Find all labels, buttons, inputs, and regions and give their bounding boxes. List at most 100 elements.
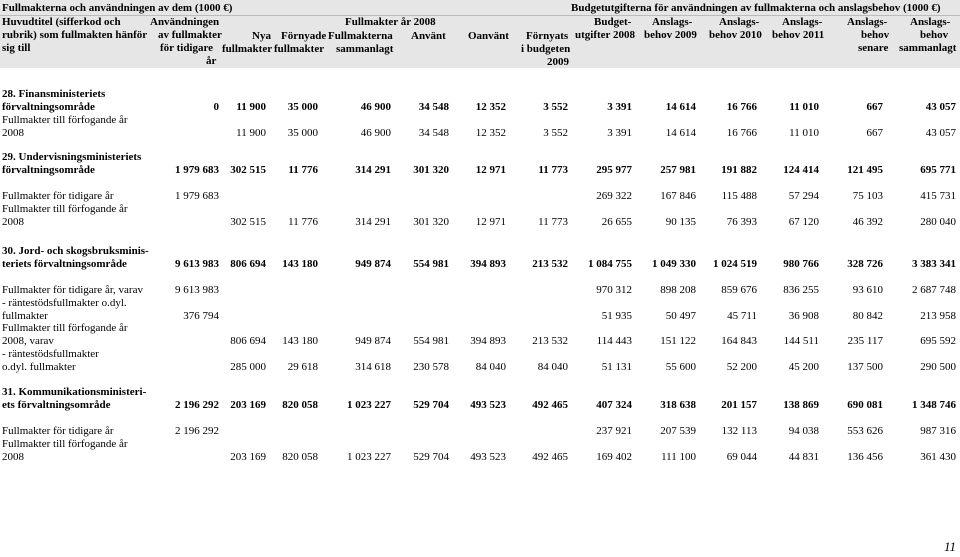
row-label-line-1: Fullmakter till förfogande år: [2, 438, 128, 450]
col-renewbud-label-2: i budgeten: [521, 43, 571, 55]
row-value-cell: 11 010: [789, 101, 819, 113]
row-value-cell: 11 776: [288, 164, 318, 176]
row-value-cell: 114 443: [596, 335, 632, 347]
row-label-line-2: förvaltningsområde: [2, 164, 95, 176]
row-label-line-1: 31. Kommunikationsministeri-: [2, 386, 147, 398]
row-value-cell: 29 618: [287, 361, 318, 373]
row-label-line-2: teriets förvaltningsområde: [2, 258, 127, 270]
row-value-cell: 235 117: [847, 335, 883, 347]
row-label-line-2: 2008: [2, 451, 24, 463]
row-value-cell: 492 465: [532, 399, 568, 411]
row-value-cell: 9 613 983: [175, 284, 219, 296]
row-value-cell: 143 180: [282, 335, 318, 347]
row-value-cell: 93 610: [852, 284, 883, 296]
col-budget-label-2: utgifter 2008: [575, 29, 635, 41]
row-value-cell: 493 523: [470, 399, 506, 411]
row-value-cell: 1 348 746: [912, 399, 956, 411]
row-value-cell: 124 414: [783, 164, 819, 176]
row-value-cell: 361 430: [920, 451, 956, 463]
row-value-cell: 90 135: [665, 216, 696, 228]
row-value-cell: 11 773: [538, 164, 568, 176]
row-value-cell: 314 291: [355, 216, 391, 228]
group-2008-label: Fullmakter år 2008: [345, 16, 436, 28]
row-value-cell: 46 900: [360, 127, 391, 139]
row-value-cell: 191 882: [721, 164, 757, 176]
col-main-label-1: Huvudtitel (sifferkod och: [2, 16, 121, 28]
row-value-cell: 46 392: [852, 216, 883, 228]
page-number: 11: [943, 539, 956, 554]
row-value-cell: 859 676: [721, 284, 757, 296]
col-a2009-label-2: behov 2009: [644, 29, 697, 41]
row-value-cell: 16 766: [726, 101, 757, 113]
row-value-cell: 11 900: [236, 101, 266, 113]
col-renew-label-2: fullmakter: [274, 43, 325, 55]
row-value-cell: 12 352: [475, 127, 506, 139]
row-value-cell: 3 391: [607, 127, 632, 139]
row-value-cell: 57 294: [788, 190, 819, 202]
row-label-line-1: Fullmakter till förfogande år: [2, 114, 128, 126]
row-value-cell: 295 977: [596, 164, 632, 176]
row-value-cell: 1 023 227: [347, 399, 391, 411]
row-value-cell: 301 320: [413, 216, 449, 228]
row-value-cell: 164 843: [721, 335, 757, 347]
row-value-cell: 76 393: [726, 216, 757, 228]
row-value-cell: 136 456: [847, 451, 883, 463]
row-value-cell: 257 981: [660, 164, 696, 176]
row-value-cell: 237 921: [596, 425, 632, 437]
row-value-cell: 115 488: [721, 190, 757, 202]
row-value-cell: 1 023 227: [347, 451, 391, 463]
col-renewbud-label-3: 2009: [547, 56, 569, 68]
row-value-cell: 2 687 748: [912, 284, 956, 296]
row-label-line-2: 2008, varav: [2, 335, 54, 347]
row-value-cell: 12 971: [475, 164, 506, 176]
title-divider: [0, 15, 960, 16]
row-value-cell: 318 638: [660, 399, 696, 411]
row-value-cell: 820 058: [282, 451, 318, 463]
row-label-line-2: 2008: [2, 216, 24, 228]
row-value-cell: 203 169: [230, 399, 266, 411]
col-a2011-label-1: Anslags-: [782, 16, 823, 28]
row-label-line-2: Fullmakter för tidigare år: [2, 190, 114, 202]
row-value-cell: 301 320: [413, 164, 449, 176]
left-title: Fullmakterna och användningen av dem (10…: [2, 2, 233, 14]
row-value-cell: 213 532: [532, 258, 568, 270]
row-value-cell: 394 893: [470, 258, 506, 270]
col-a2011-label-2: behov 2011: [772, 29, 825, 41]
row-value-cell: 121 495: [847, 164, 883, 176]
row-value-cell: 213 532: [532, 335, 568, 347]
col-used-label: Använt: [411, 30, 446, 42]
row-value-cell: 52 200: [726, 361, 757, 373]
row-value-cell: 169 402: [596, 451, 632, 463]
col-total-label-2: sammanlagt: [336, 43, 394, 55]
row-value-cell: 285 000: [230, 361, 266, 373]
row-label-line-1: 30. Jord- och skogsbruksminis-: [2, 245, 149, 257]
row-value-cell: 529 704: [413, 399, 449, 411]
row-value-cell: 898 208: [660, 284, 696, 296]
row-value-cell: 12 971: [475, 216, 506, 228]
row-value-cell: 201 157: [721, 399, 757, 411]
row-label-line-1: 29. Undervisningsministeriets: [2, 151, 142, 163]
row-value-cell: 50 497: [665, 310, 696, 322]
row-value-cell: 554 981: [413, 258, 449, 270]
row-value-cell: 143 180: [282, 258, 318, 270]
col-sum-label-3: sammanlagt: [899, 42, 957, 54]
row-label-line-1: - räntestödsfullmakter: [2, 348, 99, 360]
col-unused-label: Oanvänt: [468, 30, 509, 42]
row-value-cell: 11 776: [288, 216, 318, 228]
col-a2010-label-1: Anslags-: [719, 16, 760, 28]
col-new-label-2: fullmakter: [222, 43, 273, 55]
row-value-cell: 493 523: [470, 451, 506, 463]
row-value-cell: 0: [213, 101, 220, 113]
col-total-label-1: Fullmakterna: [328, 30, 393, 42]
row-label-line-1: Fullmakter till förfogande år: [2, 322, 128, 334]
row-value-cell: 45 200: [788, 361, 819, 373]
row-value-cell: 836 255: [783, 284, 819, 296]
row-value-cell: 55 600: [665, 361, 696, 373]
row-value-cell: 407 324: [596, 399, 632, 411]
row-value-cell: 806 694: [230, 335, 266, 347]
row-value-cell: 394 893: [470, 335, 506, 347]
row-value-cell: 36 908: [788, 310, 819, 322]
row-value-cell: 1 049 330: [652, 258, 696, 270]
row-label-line-2: o.dyl. fullmakter: [2, 361, 76, 373]
row-value-cell: 2 196 292: [175, 399, 219, 411]
